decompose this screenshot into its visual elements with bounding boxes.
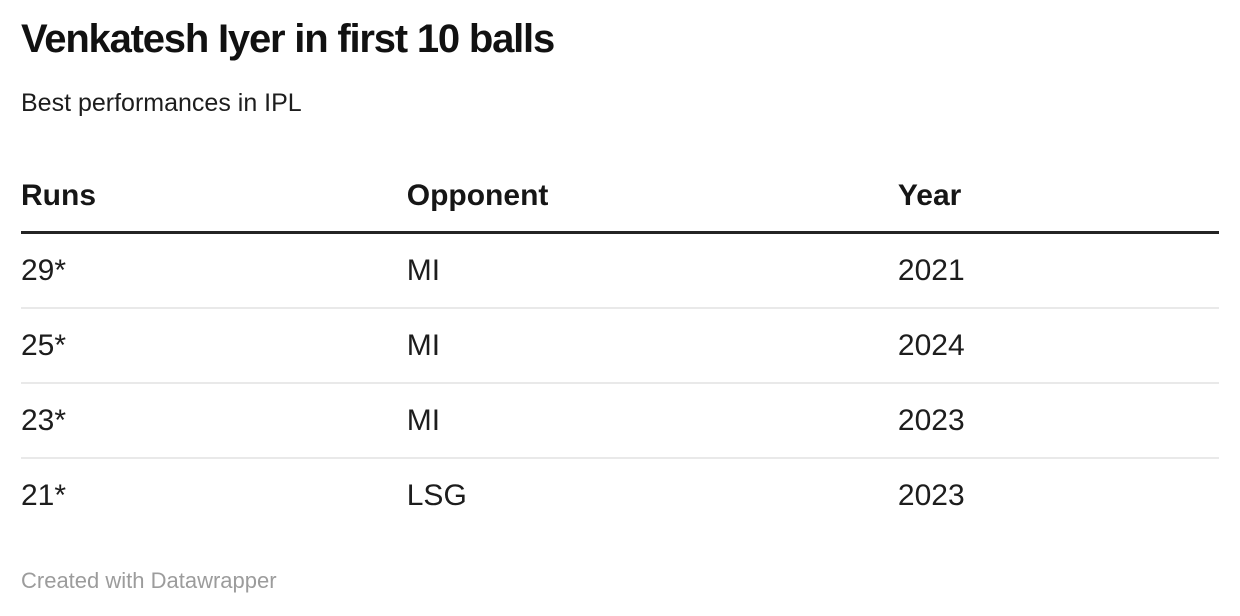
cell-runs: 21* (21, 479, 67, 512)
cell-opponent: MI (406, 308, 898, 384)
column-header-runs: Runs (21, 181, 407, 234)
datawrapper-table-chart: Venkatesh Iyer in first 10 balls Best pe… (0, 16, 1240, 616)
cell-opponent: LSG (406, 479, 467, 512)
table-header: Runs Opponent Year (21, 181, 1219, 234)
data-table: Runs Opponent Year 29* MI 2021 25* MI 2024 23*… (21, 181, 1219, 532)
chart-subtitle: Best performances in IPL (21, 89, 302, 117)
cell-year: 2024 (897, 308, 1219, 384)
table-row: 29* MI 2021 (21, 232, 1219, 309)
table-row: 23* MI 2023 (21, 383, 1219, 459)
datawrapper-attribution-link[interactable]: Created with Datawrapper (21, 568, 277, 593)
cell-runs: 25* (21, 308, 407, 384)
page-title: Venkatesh Iyer in first 10 balls (21, 17, 555, 61)
cell-opponent: MI (406, 232, 898, 309)
table-body: 29* MI 2021 25* MI 2024 23* MI 2023 21* LSG 2023 (21, 232, 1219, 533)
table-row: 21* LSG 2023 (21, 458, 1219, 532)
cell-runs: 29* (21, 232, 407, 309)
cell-runs: 23* (21, 383, 407, 459)
cell-year: 2021 (897, 232, 1219, 309)
cell-year: 2023 (897, 383, 1219, 459)
cell-opponent: MI (406, 383, 898, 459)
table-header-row: Runs Opponent Year (21, 181, 1219, 234)
table-row: 25* MI 2024 (21, 308, 1219, 384)
column-header-opponent: Opponent (406, 181, 898, 234)
cell-year: 2023 (897, 479, 965, 512)
column-header-year: Year (897, 181, 1219, 234)
